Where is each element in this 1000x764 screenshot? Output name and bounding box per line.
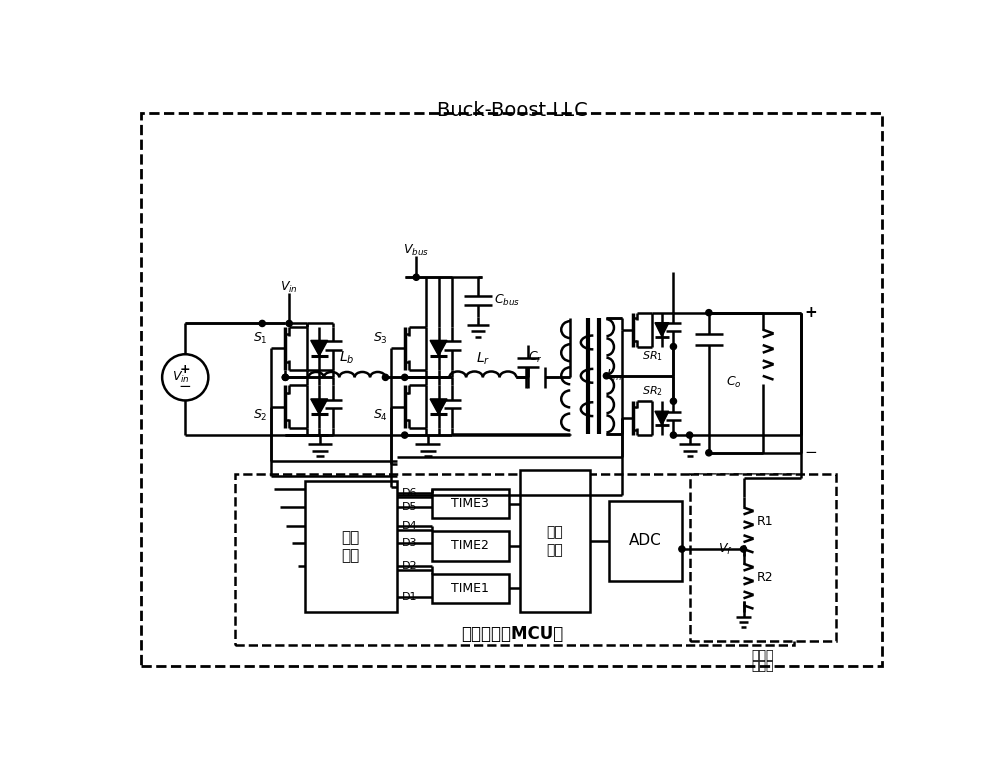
Circle shape [282, 374, 288, 380]
Text: +: + [180, 363, 191, 376]
Circle shape [402, 432, 408, 439]
Bar [609, 500, 682, 581]
Text: 逻辑: 逻辑 [546, 543, 563, 557]
Circle shape [670, 344, 677, 350]
Text: $C_{bus}$: $C_{bus}$ [494, 293, 520, 308]
Circle shape [670, 432, 677, 439]
Circle shape [382, 374, 389, 380]
Text: R1: R1 [757, 515, 773, 528]
Polygon shape [430, 341, 447, 356]
Bar [305, 481, 397, 612]
Polygon shape [655, 322, 669, 336]
Bar [432, 531, 509, 561]
Text: −: − [179, 379, 192, 394]
Circle shape [740, 546, 747, 552]
Text: $C_r$: $C_r$ [528, 350, 543, 365]
Bar [432, 489, 509, 518]
Circle shape [402, 374, 408, 380]
Circle shape [286, 320, 292, 326]
Circle shape [679, 546, 685, 552]
Text: ADC: ADC [629, 533, 662, 549]
Polygon shape [311, 341, 328, 356]
Text: $L_b$: $L_b$ [339, 349, 355, 365]
Text: R2: R2 [757, 571, 773, 584]
Text: $V_{in}$: $V_{in}$ [172, 370, 190, 385]
Text: 隔离: 隔离 [342, 530, 360, 545]
Text: +: + [804, 305, 817, 320]
Polygon shape [430, 399, 447, 414]
Text: D4: D4 [402, 521, 417, 531]
Text: D1: D1 [402, 592, 417, 602]
Text: 电压采: 电压采 [752, 649, 774, 662]
Polygon shape [655, 411, 669, 425]
Text: $V_f$: $V_f$ [718, 542, 732, 557]
Text: D3: D3 [402, 538, 417, 548]
Text: −: − [804, 445, 817, 460]
Circle shape [162, 354, 208, 400]
Polygon shape [311, 399, 328, 414]
Text: $C_o$: $C_o$ [726, 375, 741, 390]
Text: Buck-Boost LLC: Buck-Boost LLC [437, 101, 588, 120]
Circle shape [670, 398, 677, 404]
Text: 样电路: 样电路 [752, 659, 774, 672]
Text: TIME1: TIME1 [451, 582, 489, 595]
Text: D6: D6 [402, 488, 417, 498]
Text: D2: D2 [402, 561, 417, 571]
Text: $SR_2$: $SR_2$ [642, 384, 663, 398]
Text: $L_r$: $L_r$ [476, 351, 490, 367]
Text: TIME2: TIME2 [451, 539, 489, 552]
Bar [690, 474, 836, 642]
Circle shape [706, 309, 712, 316]
Text: $S_4$: $S_4$ [373, 408, 388, 423]
Circle shape [259, 320, 265, 326]
Circle shape [282, 374, 288, 380]
Text: 控制: 控制 [546, 525, 563, 539]
Text: $S_1$: $S_1$ [253, 332, 268, 346]
Text: $SR_1$: $SR_1$ [642, 350, 663, 364]
Text: 微控制器（MCU）: 微控制器（MCU） [461, 625, 564, 643]
Bar [235, 474, 794, 646]
Text: $V_{bus}$: $V_{bus}$ [403, 243, 429, 257]
Text: TIME3: TIME3 [451, 497, 489, 510]
Text: $S_3$: $S_3$ [373, 332, 387, 346]
Circle shape [603, 373, 610, 379]
Text: 驱动: 驱动 [342, 549, 360, 564]
Circle shape [413, 274, 419, 280]
Text: $V_{in}$: $V_{in}$ [280, 280, 298, 295]
Text: $S_2$: $S_2$ [253, 408, 268, 423]
Circle shape [687, 432, 693, 439]
Bar [432, 574, 509, 603]
Text: D5: D5 [402, 502, 417, 512]
Bar [520, 470, 590, 612]
Text: $L_m$: $L_m$ [606, 368, 623, 384]
Circle shape [706, 450, 712, 456]
